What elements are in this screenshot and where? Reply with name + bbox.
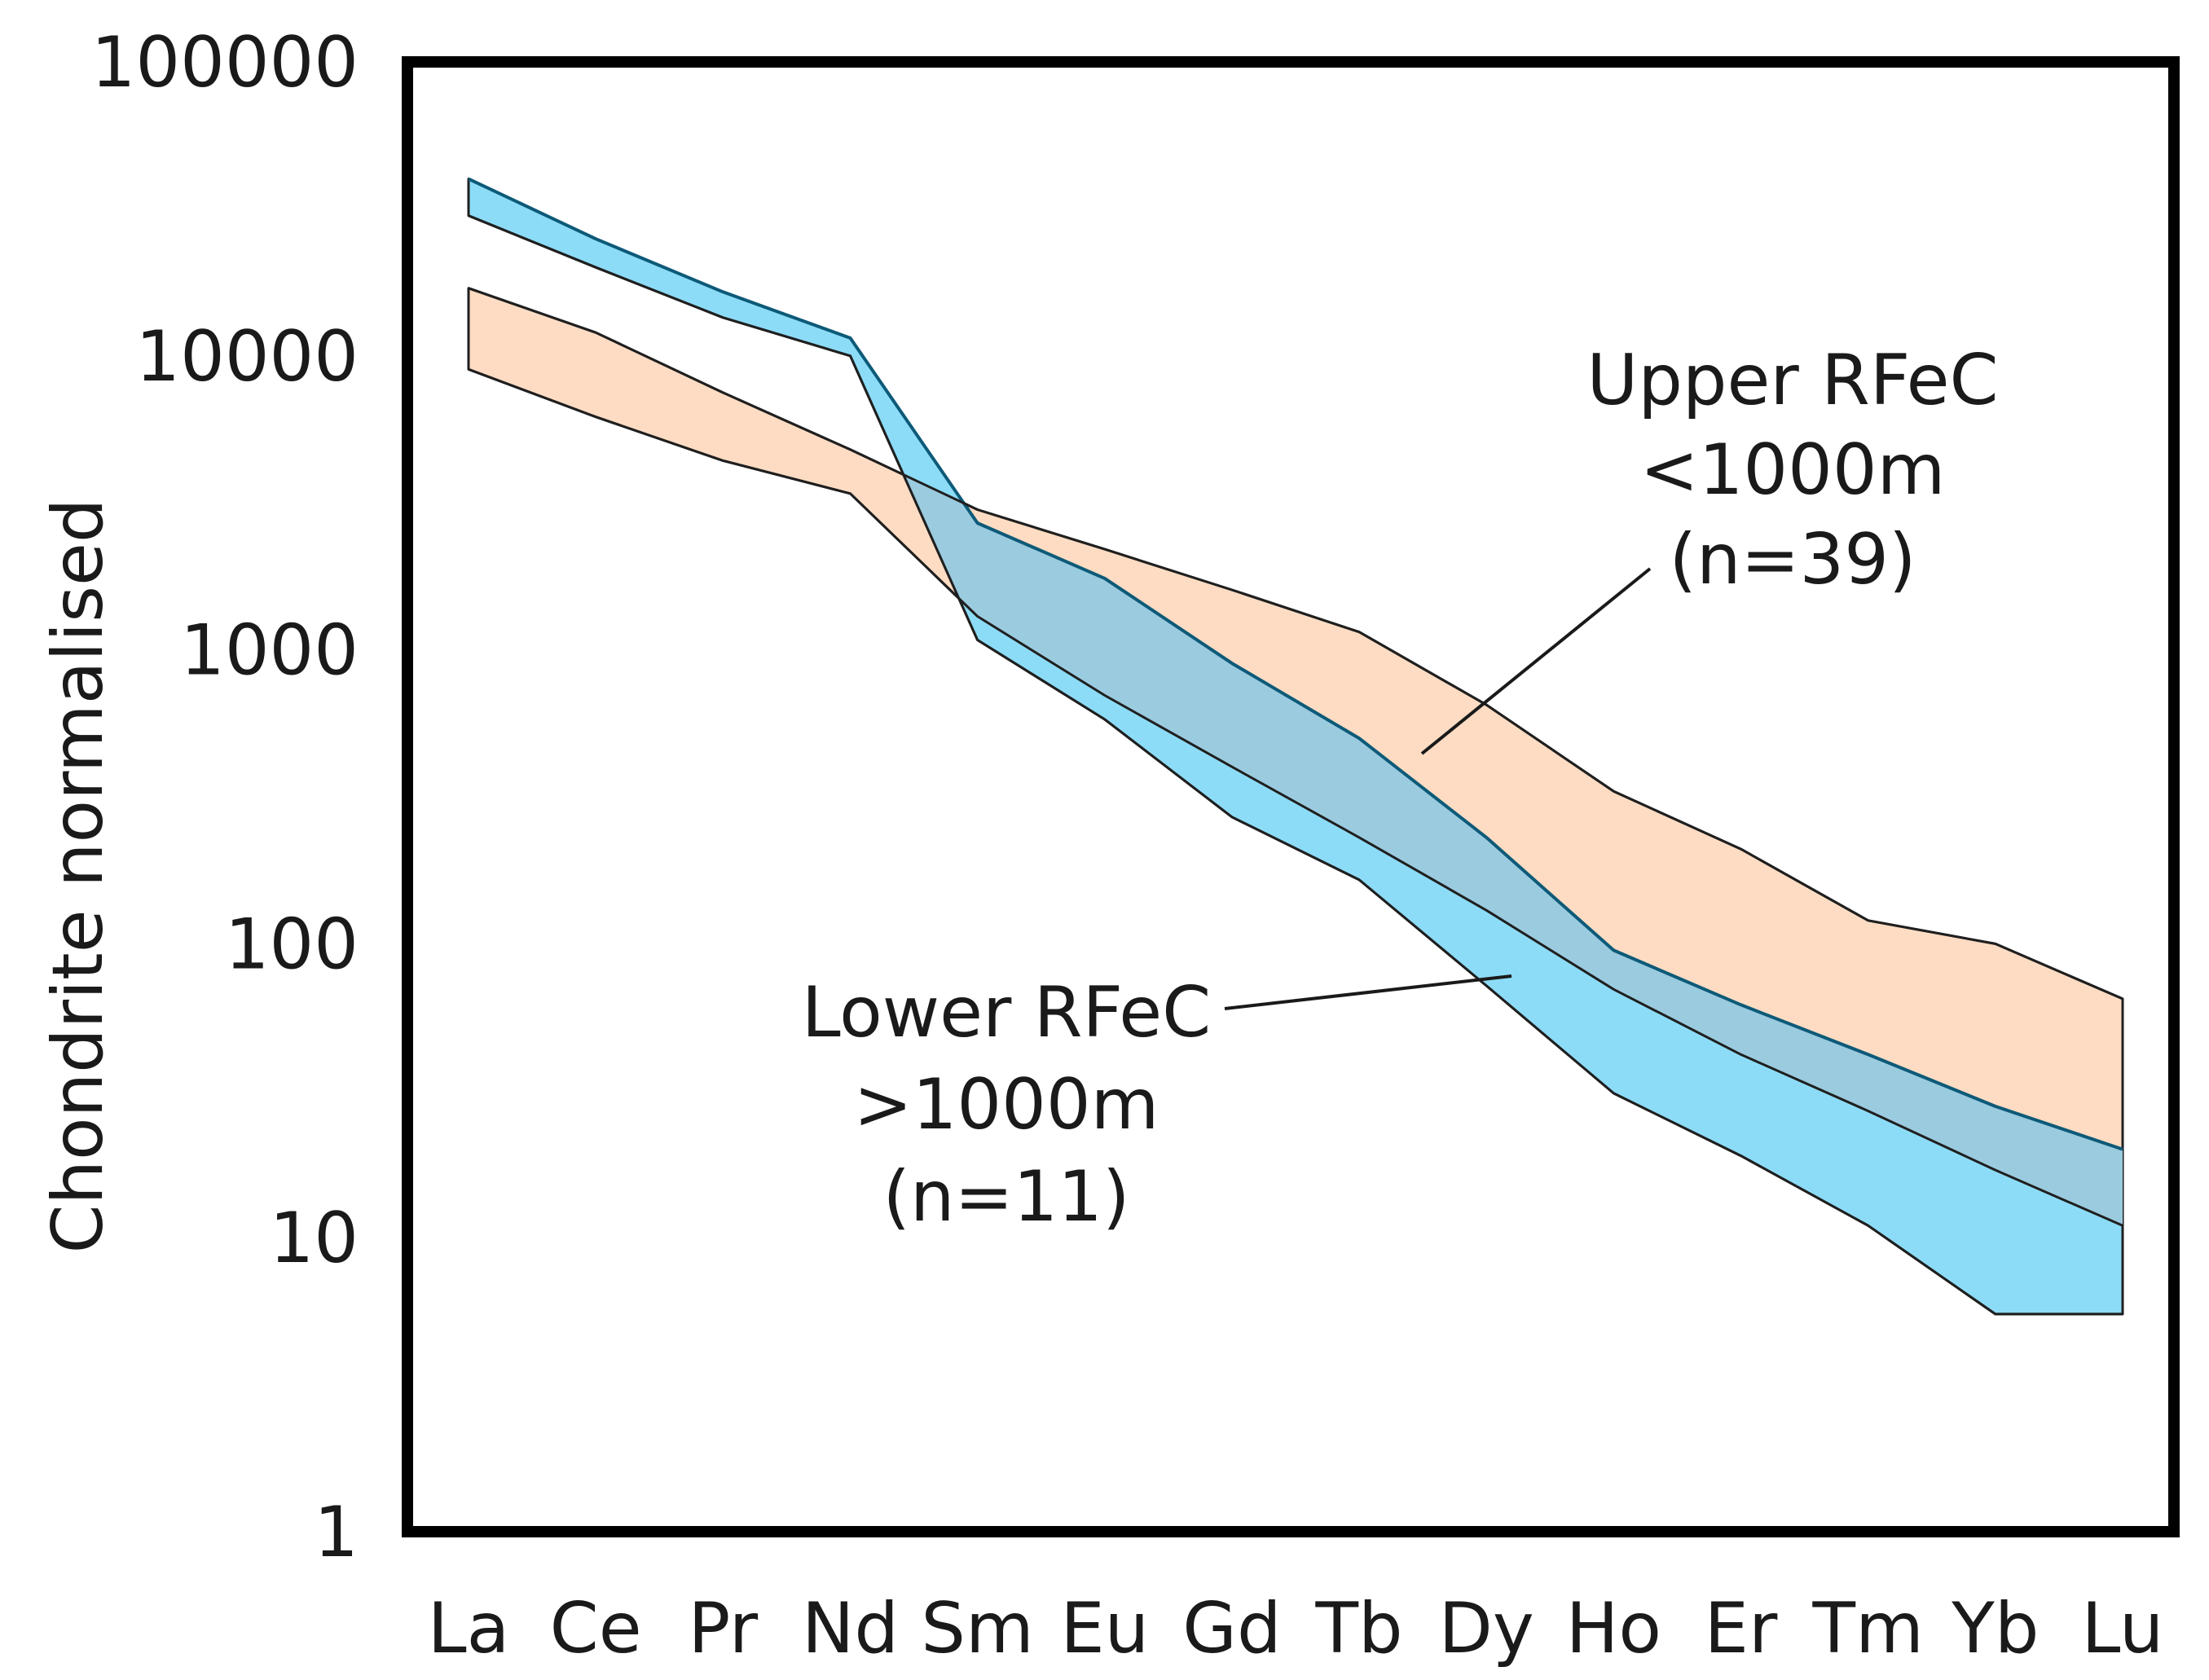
annotation-upper-leader <box>1420 567 1652 755</box>
annotation-lower-line-3: (n=11) <box>882 1156 1129 1238</box>
x-tick-label-lu: Lu <box>2082 1588 2164 1669</box>
annotation-upper-line-3: (n=39) <box>1669 519 1916 600</box>
x-tick-label-gd: Gd <box>1182 1588 1281 1669</box>
x-tick-labels: La Ce Pr Nd Sm Eu Gd Tb Dy Ho Er Tm Yb Lu <box>428 1588 2164 1669</box>
annotation-lower-line-2: >1000m <box>854 1064 1160 1146</box>
y-axis-title: Chondrite normalised <box>37 498 119 1253</box>
y-tick-label: 1000 <box>180 610 359 692</box>
x-tick-label-yb: Yb <box>1951 1588 2039 1669</box>
annotation-lower-line-1: Lower RFeC <box>802 972 1211 1053</box>
annotation-upper-line-1: Upper RFeC <box>1586 340 1998 421</box>
x-tick-label-dy: Dy <box>1439 1588 1534 1669</box>
y-tick-label: 10000 <box>135 316 359 398</box>
lower-rfec-upper-boundary <box>468 177 2123 1151</box>
annotation-lower-leader <box>1224 974 1512 1010</box>
annotation-upper-rfec: Upper RFeC <1000m (n=39) <box>1420 340 1999 755</box>
annotation-lower-rfec: Lower RFeC >1000m (n=11) <box>802 972 1512 1238</box>
plot-frame <box>402 56 2180 1537</box>
lower-rfec-lower-boundary <box>468 214 2123 1316</box>
annotation-upper-line-2: <1000m <box>1640 429 1946 511</box>
x-tick-label-tb: Tb <box>1315 1588 1403 1669</box>
upper-rfec-upper-boundary <box>468 287 2123 1001</box>
x-tick-label-er: Er <box>1705 1588 1778 1669</box>
x-tick-label-ce: Ce <box>550 1588 642 1669</box>
x-tick-label-ho: Ho <box>1566 1588 1661 1669</box>
x-tick-label-eu: Eu <box>1060 1588 1149 1669</box>
series-band-overlap <box>469 288 2123 1226</box>
y-tick-label: 10 <box>270 1198 359 1279</box>
x-tick-label-nd: Nd <box>802 1588 899 1669</box>
x-tick-label-la: La <box>428 1588 510 1669</box>
y-tick-label: 100000 <box>91 22 359 103</box>
y-tick-label: 1 <box>314 1492 359 1573</box>
x-tick-label-pr: Pr <box>688 1588 758 1669</box>
upper-rfec-lower-boundary <box>468 367 2123 1227</box>
y-tick-label: 100 <box>225 904 359 985</box>
x-tick-label-tm: Tm <box>1812 1588 1924 1669</box>
x-tick-label-sm: Sm <box>921 1588 1033 1669</box>
y-tick-labels: 1 10 100 1000 10000 100000 <box>91 22 359 1573</box>
